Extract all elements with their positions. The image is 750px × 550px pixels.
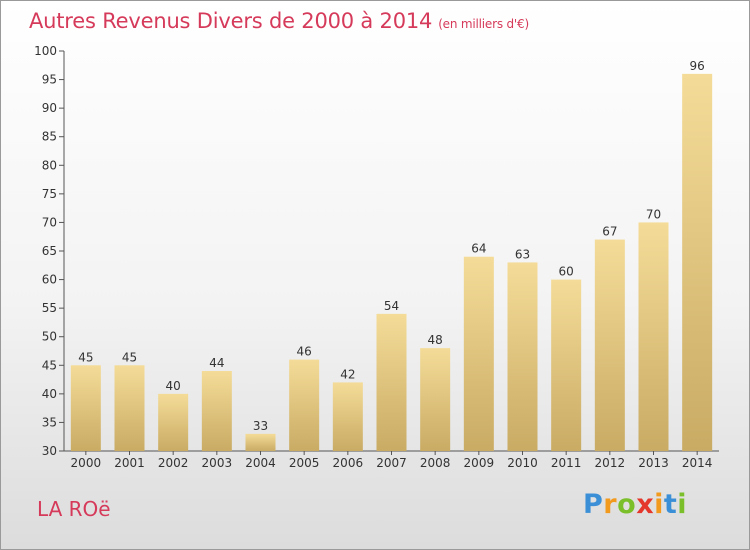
bar-value-label: 63 — [515, 247, 530, 261]
bar — [594, 239, 625, 451]
y-tick-label: 95 — [42, 73, 57, 87]
x-tick-label: 2008 — [420, 456, 451, 470]
bar-value-label: 70 — [646, 207, 661, 221]
bar — [70, 365, 101, 451]
x-axis: 2000 2001 2002 2003 2004 2005 2006 2007 2008 2009… — [71, 451, 713, 470]
bar-value-label: 67 — [602, 225, 617, 239]
bar-value-label: 64 — [471, 242, 486, 256]
bar — [201, 371, 232, 451]
y-tick-label: 40 — [42, 387, 57, 401]
bar — [245, 433, 276, 451]
x-tick-label: 2002 — [158, 456, 189, 470]
bar — [507, 262, 538, 451]
x-tick-label: 2006 — [333, 456, 364, 470]
bar — [114, 365, 145, 451]
bar — [638, 222, 669, 451]
proxiti-logo[interactable]: Proxiti — [583, 489, 687, 520]
bar-value-label: 46 — [297, 345, 312, 359]
bar — [682, 73, 713, 451]
bars — [70, 73, 713, 451]
x-tick-label: 2010 — [507, 456, 538, 470]
bar — [420, 348, 451, 451]
bar-value-label: 45 — [122, 350, 137, 364]
logo-letter: o — [617, 489, 637, 520]
logo-letter: P — [583, 489, 604, 520]
y-tick-label: 50 — [42, 330, 57, 344]
bar — [551, 279, 582, 451]
bar — [158, 393, 189, 451]
bar-value-label: 33 — [253, 419, 268, 433]
logo-letter: r — [603, 489, 618, 520]
x-tick-label: 2004 — [245, 456, 276, 470]
x-tick-label: 2000 — [71, 456, 102, 470]
y-tick-label: 75 — [42, 187, 57, 201]
chart-title-text: Autres Revenus Divers de 2000 à 2014 — [29, 9, 433, 33]
logo-letter: x — [636, 489, 655, 520]
bar — [289, 359, 320, 451]
y-tick-label: 35 — [42, 415, 57, 429]
bar-value-label: 60 — [559, 265, 574, 279]
bar-value-label: 45 — [78, 350, 93, 364]
bar-value-label: 96 — [690, 59, 705, 73]
logo-letter: i — [677, 489, 688, 520]
logo-letter: i — [654, 489, 664, 520]
bar-value-label: 48 — [428, 333, 443, 347]
x-tick-label: 2012 — [595, 456, 626, 470]
y-tick-label: 80 — [42, 158, 57, 172]
logo-letter: t — [663, 489, 678, 520]
x-tick-label: 2011 — [551, 456, 582, 470]
chart-title: Autres Revenus Divers de 2000 à 2014 (en … — [29, 9, 529, 33]
bar — [463, 256, 494, 451]
bar-value-label: 44 — [209, 356, 224, 370]
bar — [332, 382, 363, 451]
y-tick-label: 65 — [42, 244, 57, 258]
x-tick-label: 2003 — [202, 456, 233, 470]
chart-subtitle: (en milliers d'€) — [438, 17, 529, 31]
x-tick-label: 2001 — [114, 456, 145, 470]
y-tick-label: 30 — [42, 444, 57, 458]
y-tick-label: 60 — [42, 273, 57, 287]
commune-name: LA ROë — [37, 497, 111, 521]
y-tick-label: 85 — [42, 130, 57, 144]
x-tick-label: 2005 — [289, 456, 320, 470]
y-tick-label: 70 — [42, 215, 57, 229]
bar — [376, 313, 407, 451]
y-tick-label: 90 — [42, 101, 57, 115]
bar-value-label: 40 — [166, 379, 181, 393]
bar-value-label: 42 — [340, 367, 355, 381]
x-tick-label: 2009 — [464, 456, 495, 470]
y-tick-label: 100 — [34, 44, 57, 58]
x-tick-label: 2007 — [376, 456, 407, 470]
x-tick-label: 2013 — [638, 456, 669, 470]
y-tick-label: 45 — [42, 358, 57, 372]
x-tick-label: 2014 — [682, 456, 713, 470]
y-tick-label: 55 — [42, 301, 57, 315]
value-labels: 45 45 40 44 33 46 42 54 48 64 63 60 67 70 96 — [78, 59, 705, 433]
bar-value-label: 54 — [384, 299, 399, 313]
y-axis: 30 35 40 45 50 55 60 65 70 75 80 85 90 95 100 — [34, 44, 719, 458]
